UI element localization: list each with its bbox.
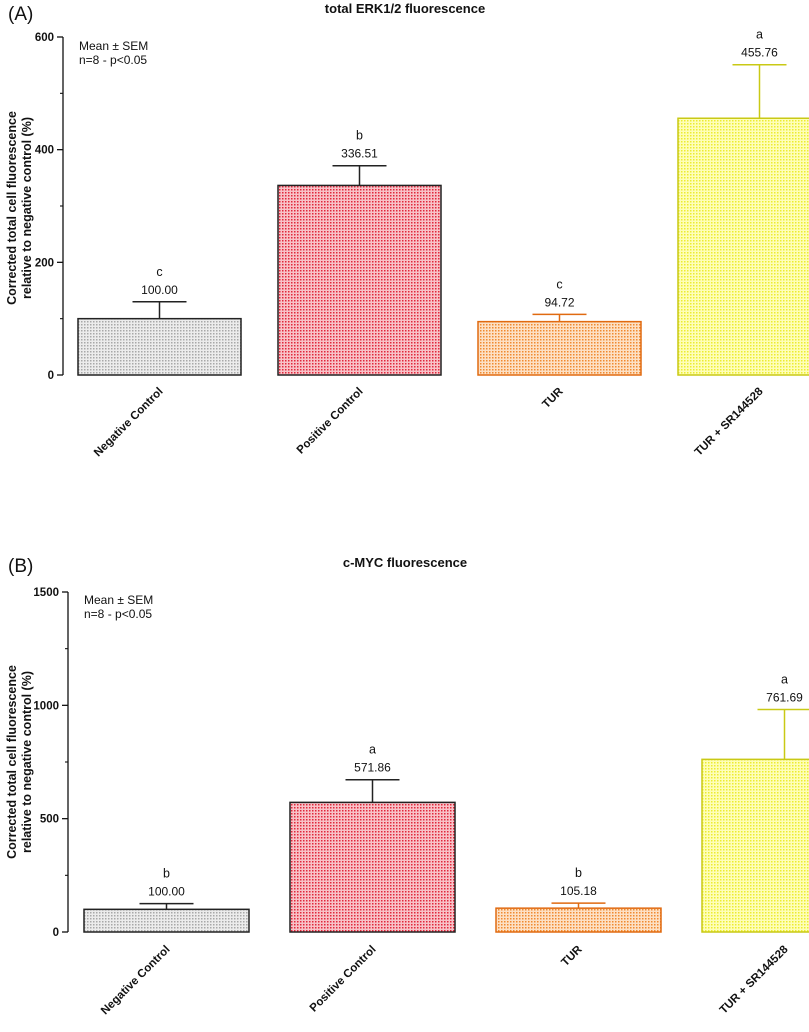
y-tick-label: 200 xyxy=(35,257,54,269)
y-tick-label: 600 xyxy=(35,32,54,44)
bar xyxy=(77,317,242,376)
y-tick-label: 400 xyxy=(35,145,54,157)
panel-label: (A) xyxy=(8,4,33,25)
stats-note-line-1: Mean ± SEM xyxy=(84,593,153,607)
y-axis-label-line-2: relative to negative control (%) xyxy=(20,671,34,853)
data-label: 761.69 xyxy=(766,690,803,704)
bar xyxy=(289,801,456,933)
stats-note-line-2: n=8 - p<0.05 xyxy=(79,53,147,67)
bar xyxy=(701,758,809,933)
data-label: 336.51 xyxy=(341,147,378,161)
data-label: 94.72 xyxy=(544,295,574,309)
x-tick-label: TUR + SR144528 xyxy=(693,385,766,458)
x-tick-label: TUR xyxy=(540,385,566,411)
chart-panel-a: (A) total ERK1/2 fluorescence Corrected … xyxy=(5,1,809,459)
significance-letter: a xyxy=(781,672,788,686)
significance-letter: a xyxy=(756,28,763,42)
bar xyxy=(277,184,442,376)
x-tick-label: Negative Control xyxy=(92,386,166,460)
panel-label: (B) xyxy=(8,556,33,577)
data-label: 100.00 xyxy=(148,885,185,899)
significance-letter: c xyxy=(556,277,562,291)
stats-note-line-2: n=8 - p<0.05 xyxy=(84,607,152,621)
x-tick-label: Positive Control xyxy=(308,944,379,1015)
data-label: 571.86 xyxy=(354,761,391,775)
y-axis-label-line-1: Corrected total cell fluorescence xyxy=(5,111,19,305)
data-label: 100.00 xyxy=(141,283,178,297)
bar xyxy=(477,320,642,376)
y-axis-label-line-2: relative to negative control (%) xyxy=(20,117,34,299)
bar xyxy=(677,117,809,376)
significance-letter: b xyxy=(356,129,363,143)
x-tick-label: TUR + SR144528 xyxy=(718,943,791,1016)
chart-title: total ERK1/2 fluorescence xyxy=(325,1,485,16)
significance-letter: b xyxy=(575,866,582,880)
y-tick-label: 500 xyxy=(40,814,59,826)
bar xyxy=(83,908,250,933)
y-tick-label: 1500 xyxy=(33,587,59,599)
y-axis-label-line-1: Corrected total cell fluorescence xyxy=(5,665,19,859)
significance-letter: c xyxy=(156,265,162,279)
x-tick-label: Negative Control xyxy=(99,944,173,1018)
x-tick-label: Positive Control xyxy=(295,386,366,457)
bar xyxy=(495,907,662,933)
chart-title: c-MYC fluorescence xyxy=(343,555,467,570)
y-tick-label: 0 xyxy=(48,370,54,382)
significance-letter: b xyxy=(163,867,170,881)
chart-panel-b: (B) c-MYC fluorescence Corrected total c… xyxy=(5,555,809,1017)
y-tick-label: 1000 xyxy=(33,700,59,712)
significance-letter: a xyxy=(369,743,376,757)
x-tick-label: TUR xyxy=(559,943,585,969)
data-label: 455.76 xyxy=(741,46,778,60)
data-label: 105.18 xyxy=(560,884,597,898)
stats-note-line-1: Mean ± SEM xyxy=(79,39,148,53)
y-tick-label: 0 xyxy=(53,927,59,939)
